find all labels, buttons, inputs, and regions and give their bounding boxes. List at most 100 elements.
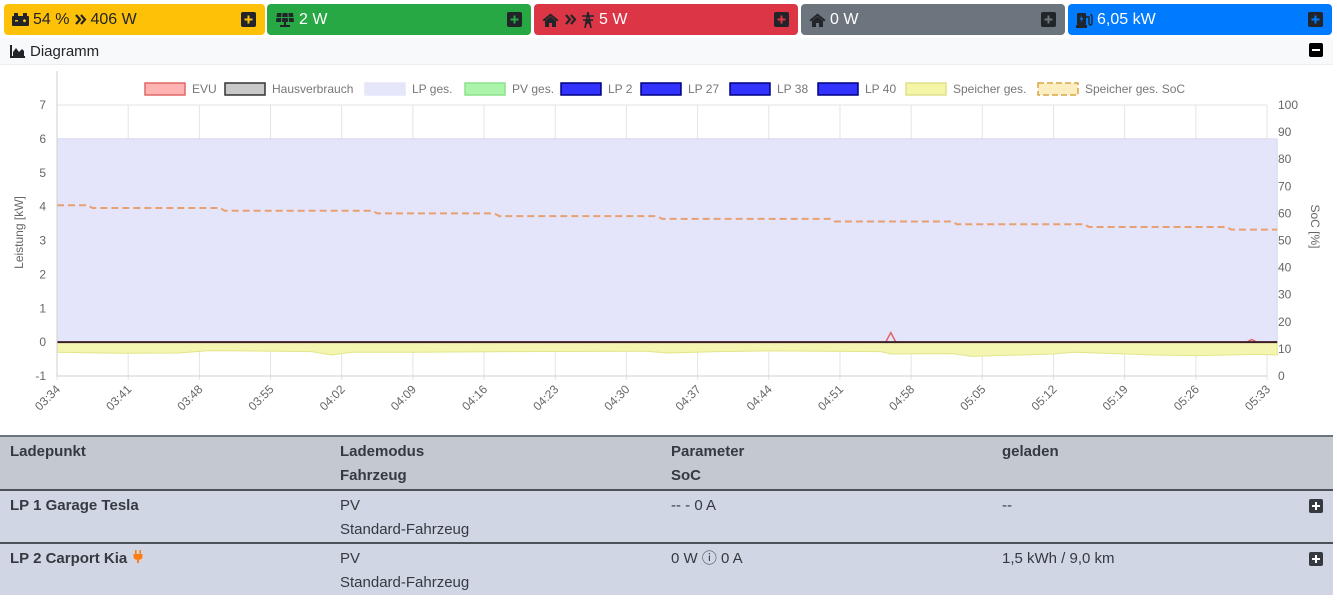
x-tick-label: 03:55 — [246, 382, 277, 413]
battery-expand-button[interactable] — [241, 12, 256, 27]
y-tick-label: 7 — [39, 98, 46, 112]
legend-label: PV ges. — [512, 82, 554, 96]
series-lp-ges- — [56, 138, 1278, 343]
battery-soc: 54 % — [33, 10, 70, 28]
home-icon — [809, 13, 826, 27]
y2-tick-label: 50 — [1278, 234, 1292, 248]
y2-tick-label: 20 — [1278, 315, 1292, 329]
legend-swatch — [1037, 82, 1079, 96]
y2-tick-label: 70 — [1278, 179, 1292, 193]
charging-station-icon — [1076, 12, 1093, 28]
header-soc-label: SoC — [671, 467, 701, 484]
header-geladen: geladen — [1002, 443, 1059, 460]
solar-panel-icon — [275, 12, 295, 27]
legend-label: EVU — [192, 82, 217, 96]
y2-tick-label: 0 — [1278, 369, 1285, 383]
y2-tick-label: 80 — [1278, 152, 1292, 166]
battery-tile[interactable]: 54 % 406 W — [4, 4, 265, 35]
y2-tick-label: 90 — [1278, 125, 1292, 139]
row-expand-button[interactable] — [1309, 552, 1323, 566]
grid-power: 5 W — [599, 10, 628, 28]
y2-tick-label: 60 — [1278, 206, 1292, 220]
house-tile[interactable]: 0 W — [801, 4, 1065, 35]
pv-power: 2 W — [299, 10, 328, 28]
pv-expand-button[interactable] — [507, 12, 522, 27]
legend-label: LP 2 — [608, 82, 633, 96]
battery-icon — [12, 13, 29, 26]
lp-mode-cell: PV Standard-Fahrzeug — [340, 494, 469, 542]
legend-swatch — [640, 82, 682, 96]
row-expand-button[interactable] — [1309, 499, 1323, 513]
x-tick-label: 05:05 — [957, 382, 988, 413]
pv-tile[interactable]: 2 W — [267, 4, 531, 35]
battery-power: 406 W — [90, 10, 137, 28]
charge-tile[interactable]: 6,05 kW — [1068, 4, 1332, 35]
y-tick-label: 3 — [39, 234, 46, 248]
x-tick-label: 03:34 — [32, 382, 63, 413]
x-tick-label: 04:23 — [530, 382, 561, 413]
charge-point-table: Ladepunkt Lademodus Fahrzeug Parameter S… — [0, 435, 1333, 595]
legend-swatch — [144, 82, 186, 96]
x-tick-label: 04:58 — [886, 382, 917, 413]
y2-axis-title: SoC [%] — [1308, 204, 1322, 248]
lp-vehicle[interactable]: Standard-Fahrzeug — [340, 521, 470, 538]
x-tick-label: 04:30 — [601, 382, 632, 413]
series-speicher-ges- — [56, 341, 1278, 357]
y2-tick-label: 100 — [1278, 98, 1298, 112]
diagram-title: Diagramm — [30, 42, 100, 60]
table-row[interactable]: LP 1 Garage Tesla PV Standard-Fahrzeug -… — [0, 489, 1333, 542]
legend-swatch — [729, 82, 771, 96]
lp-vehicle[interactable]: Standard-Fahrzeug — [340, 574, 470, 591]
series-speicher-ges-soc — [57, 204, 1278, 231]
charge-power: 6,05 kW — [1097, 10, 1156, 28]
home-icon — [542, 13, 559, 27]
diagram-header[interactable]: Diagramm — [0, 38, 1333, 65]
x-tick-label: 04:02 — [317, 382, 348, 413]
legend-swatch — [905, 82, 947, 96]
y-axis-title: Leistung [kW] — [12, 196, 26, 269]
y-tick-label: 0 — [39, 335, 46, 349]
lp-param: 0 W ⓘ 0 A — [671, 550, 743, 567]
x-tick-label: 04:37 — [673, 382, 704, 413]
legend-label: Speicher ges. SoC — [1085, 82, 1185, 96]
x-tick-label: 04:51 — [815, 382, 846, 413]
y2-tick-label: 10 — [1278, 342, 1292, 356]
grid-expand-button[interactable] — [774, 12, 789, 27]
diagram-collapse-button[interactable] — [1309, 43, 1323, 57]
y-tick-label: 4 — [39, 200, 46, 214]
legend-label: LP 40 — [865, 82, 896, 96]
y-tick-label: -1 — [35, 369, 46, 383]
double-chevron-right-icon — [565, 14, 577, 25]
house-expand-button[interactable] — [1041, 12, 1056, 27]
x-tick-label: 03:41 — [103, 382, 134, 413]
x-tick-label: 05:12 — [1028, 382, 1059, 413]
lp-mode[interactable]: PV — [340, 550, 361, 567]
lp-param: -- - 0 A — [671, 497, 717, 514]
lp-mode-cell: PV Standard-Fahrzeug — [340, 547, 469, 595]
double-chevron-right-icon — [75, 14, 87, 25]
status-tiles: 54 % 406 W 2 W 5 W — [0, 4, 1337, 35]
legend-swatch — [817, 82, 859, 96]
x-tick-label: 04:44 — [744, 382, 775, 413]
lp-mode[interactable]: PV — [340, 497, 361, 514]
x-tick-label: 05:26 — [1171, 382, 1202, 413]
area-chart-icon — [10, 44, 25, 58]
table-row[interactable]: LP 2 Carport Kia PV Standard-Fahrzeug 0 … — [0, 542, 1333, 595]
charge-expand-button[interactable] — [1308, 12, 1323, 27]
grid-tile[interactable]: 5 W — [534, 4, 798, 35]
legend-label: Speicher ges. — [953, 82, 1026, 96]
legend-label: LP ges. — [412, 82, 452, 96]
header-ladepunkt: Ladepunkt — [10, 443, 86, 460]
legend-swatch — [464, 82, 506, 96]
lp-name-cell: LP 2 Carport Kia — [10, 547, 143, 571]
header-lademodus: Lademodus Fahrzeug — [340, 440, 424, 488]
lp-name: LP 1 Garage Tesla — [10, 497, 139, 514]
legend-swatch — [560, 82, 602, 96]
lp-charged: 1,5 kWh / 9,0 km — [1002, 550, 1115, 567]
x-tick-label: 04:09 — [388, 382, 419, 413]
header-parameter-label: Parameter — [671, 443, 745, 460]
y-tick-label: 5 — [39, 166, 46, 180]
legend-swatch — [224, 82, 266, 96]
header-fahrzeug-label: Fahrzeug — [340, 467, 407, 484]
